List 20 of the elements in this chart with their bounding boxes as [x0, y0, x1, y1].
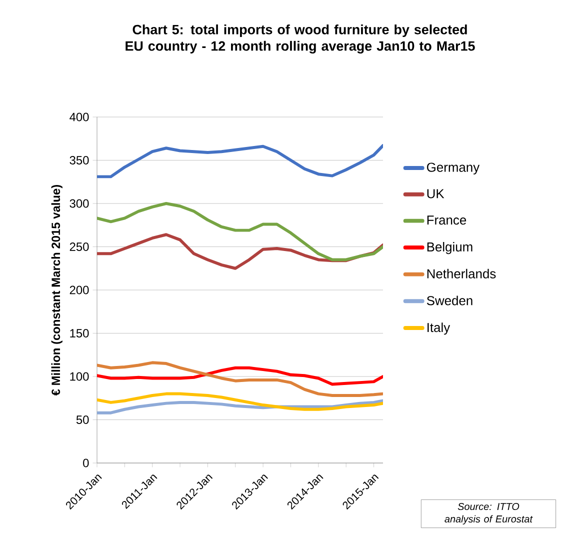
- legend-label: Germany: [426, 162, 480, 174]
- y-tick-label: 200: [70, 286, 89, 294]
- legend-label: UK: [427, 189, 444, 198]
- chart-title: Chart 5: total imports of wood furniture by selected EU country - 12 month rolling average Jan10 to Mar15: [126, 24, 475, 54]
- legend-label: Netherlands: [427, 268, 496, 278]
- y-tick-label: 50: [76, 416, 89, 424]
- line-series: [97, 202, 383, 262]
- y-tick-label: 150: [70, 329, 89, 338]
- y-axis-title: € Million (constant March 2015 value): [51, 184, 62, 396]
- legend-label: Italy: [428, 322, 450, 335]
- source-note: Source: ITTO analysis of Eurostat: [444, 503, 533, 524]
- y-tick-label: 100: [70, 372, 89, 381]
- y-tick-label: 250: [70, 242, 89, 251]
- y-tick-label: 400: [70, 112, 89, 122]
- y-tick-label: 0: [83, 458, 89, 468]
- legend-label: Sweden: [426, 296, 472, 306]
- legend-label: France: [427, 216, 466, 225]
- y-tick-label: 300: [70, 199, 89, 208]
- legend-label: Belgium: [427, 242, 472, 254]
- y-tick-label: 350: [70, 156, 89, 164]
